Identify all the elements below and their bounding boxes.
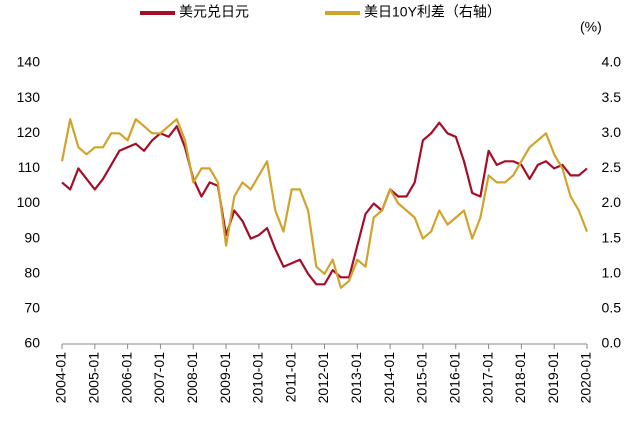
x-tick-label: 2014-01 xyxy=(381,352,397,404)
x-tick-label: 2011-01 xyxy=(282,352,298,403)
x-tick-label: 2005-01 xyxy=(86,352,102,404)
y-tick-label: 120 xyxy=(17,124,41,140)
y-tick-label: 80 xyxy=(24,264,40,280)
y2-tick-label: 1.0 xyxy=(602,264,622,280)
x-tick-label: 2019-01 xyxy=(545,352,561,404)
x-tick-label: 2013-01 xyxy=(348,352,364,404)
x-tick-label: 2018-01 xyxy=(512,352,528,404)
y-tick-label: 90 xyxy=(24,229,40,245)
y2-tick-label: 2.0 xyxy=(602,194,622,210)
y-tick-label: 130 xyxy=(17,89,41,105)
x-tick-label: 2012-01 xyxy=(315,352,331,404)
y2-tick-label: 3.5 xyxy=(602,89,622,105)
y-tick-label: 70 xyxy=(24,300,40,316)
series-line xyxy=(61,121,588,286)
legend-label: 美日10Y利差（右轴） xyxy=(364,4,501,20)
y2-tick-label: 0.0 xyxy=(602,335,622,351)
x-tick-label: 2004-01 xyxy=(53,352,69,404)
y-tick-label: 60 xyxy=(24,335,40,351)
x-tick-label: 2016-01 xyxy=(446,352,462,404)
x-tick-label: 2008-01 xyxy=(184,352,200,404)
x-tick-label: 2010-01 xyxy=(250,352,266,404)
x-tick-label: 2007-01 xyxy=(151,352,167,404)
y-tick-label: 100 xyxy=(17,194,41,210)
unit-annotation: (%) xyxy=(580,19,602,35)
x-tick-label: 2006-01 xyxy=(118,352,134,404)
legend-label: 美元兑日元 xyxy=(179,4,249,20)
y2-tick-label: 2.5 xyxy=(602,159,622,175)
y2-tick-label: 0.5 xyxy=(602,300,622,316)
x-tick-label: 2009-01 xyxy=(217,352,233,404)
x-tick-label: 2017-01 xyxy=(479,352,495,404)
y2-tick-label: 4.0 xyxy=(602,54,622,70)
x-tick-label: 2015-01 xyxy=(414,352,430,404)
series-line xyxy=(60,118,589,289)
y-tick-label: 110 xyxy=(18,159,41,175)
y-tick-label: 140 xyxy=(17,54,41,70)
y2-tick-label: 1.5 xyxy=(602,229,622,245)
x-tick-label: 2020-01 xyxy=(578,352,594,404)
y2-tick-label: 3.0 xyxy=(602,124,622,140)
